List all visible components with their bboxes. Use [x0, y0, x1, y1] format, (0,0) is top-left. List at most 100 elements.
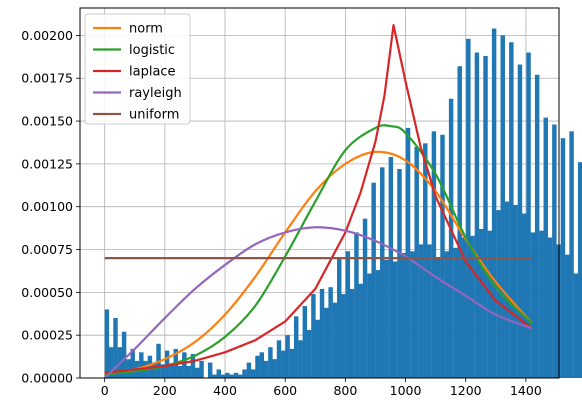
histogram-bar — [470, 235, 475, 378]
histogram-bar — [405, 127, 411, 378]
histogram-bar — [263, 360, 269, 378]
histogram-bar — [182, 352, 187, 378]
histogram-bar — [207, 362, 213, 378]
legend-box — [84, 13, 191, 125]
histogram-bar — [539, 230, 544, 378]
histogram-bar — [169, 364, 174, 378]
histogram-bar — [522, 213, 527, 378]
histogram-bar — [479, 228, 484, 378]
histogram-bar — [384, 259, 389, 378]
histogram-bar — [160, 364, 166, 378]
histogram-bar — [431, 131, 437, 378]
histogram-bar — [130, 348, 135, 378]
histogram-bar — [229, 374, 234, 378]
histogram-bar — [315, 319, 320, 378]
histogram-bar — [354, 232, 359, 378]
histogram-bar — [543, 117, 548, 378]
x-tick-label: 1000 — [390, 383, 422, 398]
histogram-bar — [565, 254, 570, 378]
histogram-bar — [466, 38, 471, 378]
histogram-bar — [513, 204, 518, 378]
histogram-bar — [427, 244, 432, 378]
histogram-bar — [362, 218, 368, 378]
y-tick-label: 0.00200 — [21, 28, 73, 43]
histogram-bar — [547, 237, 553, 378]
histogram-bar — [388, 157, 394, 378]
histogram-bar — [186, 366, 191, 378]
histogram-bar — [474, 52, 480, 378]
histogram-bar — [293, 316, 299, 378]
histogram-bar — [289, 348, 295, 378]
histogram-bar — [324, 307, 329, 378]
histogram-bar — [319, 288, 325, 378]
histogram-bar — [560, 138, 566, 378]
histogram-bar — [453, 247, 458, 378]
histogram-bar — [268, 347, 273, 378]
y-tick-label: 0.00175 — [21, 71, 73, 86]
histogram-bar — [461, 237, 467, 378]
histogram-bar — [345, 251, 351, 378]
legend-label-uniform: uniform — [129, 108, 179, 123]
histogram-bar — [349, 288, 355, 378]
histogram-bar — [311, 294, 316, 378]
histogram-bar — [457, 66, 462, 379]
series-line-norm — [104, 150, 533, 376]
x-tick-label: 1400 — [510, 383, 542, 398]
histogram-bar — [534, 74, 540, 378]
histogram-bar — [444, 251, 450, 378]
y-tick-label: 0.00125 — [21, 156, 73, 171]
histogram-bar — [440, 134, 445, 378]
histogram-bar — [418, 244, 424, 378]
histogram-bar — [367, 273, 372, 378]
series-line-laplace — [104, 24, 533, 374]
x-tick-label: 200 — [153, 383, 177, 398]
x-tick-label: 800 — [333, 383, 357, 398]
histogram-bar — [530, 232, 536, 378]
histogram-bar — [435, 258, 441, 378]
histogram-bar — [380, 167, 385, 378]
histogram-bar — [423, 143, 428, 378]
histogram-bar — [341, 294, 346, 378]
legend-label-rayleigh: rayleigh — [129, 86, 182, 101]
x-tick-label: 600 — [273, 383, 297, 398]
histogram-bar — [281, 350, 286, 378]
histogram-bar — [306, 330, 312, 378]
histogram-bar — [526, 52, 531, 378]
histogram-bar — [337, 258, 342, 378]
histogram-bar — [569, 131, 574, 378]
series-line-logistic — [104, 124, 533, 376]
histogram-bar — [212, 374, 217, 378]
histogram-bar — [483, 55, 488, 379]
histogram-bar — [225, 372, 230, 378]
histogram-bar — [246, 362, 252, 378]
histogram-bar — [233, 372, 239, 378]
legend-label-logistic: logistic — [129, 43, 175, 58]
y-tick-label: 0.00025 — [21, 328, 73, 343]
histogram-bar — [250, 369, 256, 378]
histogram-bar — [332, 302, 338, 378]
histogram-bar — [517, 64, 523, 378]
histogram-bar — [375, 270, 381, 378]
histogram-bar — [358, 283, 363, 378]
y-axis: 0.00000 0.00025 0.00050 0.00075 0.00100 0.001… — [21, 28, 80, 386]
histogram-bar — [152, 362, 157, 378]
histogram-bar — [190, 354, 196, 378]
histogram-bar — [272, 359, 277, 378]
y-tick-label: 0.00000 — [21, 371, 73, 386]
x-tick-label: 400 — [213, 383, 237, 398]
histogram-bar — [285, 335, 290, 378]
series-line-rayleigh — [103, 226, 533, 379]
histogram-bar — [577, 162, 582, 378]
x-tick-label: 0 — [101, 383, 109, 398]
histogram-bar — [177, 366, 183, 378]
y-tick-label: 0.00075 — [21, 242, 73, 257]
x-tick-label: 1200 — [450, 383, 482, 398]
grid-lines — [80, 8, 559, 379]
histogram-bar — [139, 352, 144, 378]
histogram-bar — [242, 369, 247, 378]
histogram-bar — [552, 124, 557, 378]
histogram-bar — [195, 367, 200, 378]
legend-label-norm: norm — [129, 22, 163, 37]
histogram-bar — [487, 230, 493, 378]
y-tick-label: 0.00150 — [21, 114, 73, 129]
